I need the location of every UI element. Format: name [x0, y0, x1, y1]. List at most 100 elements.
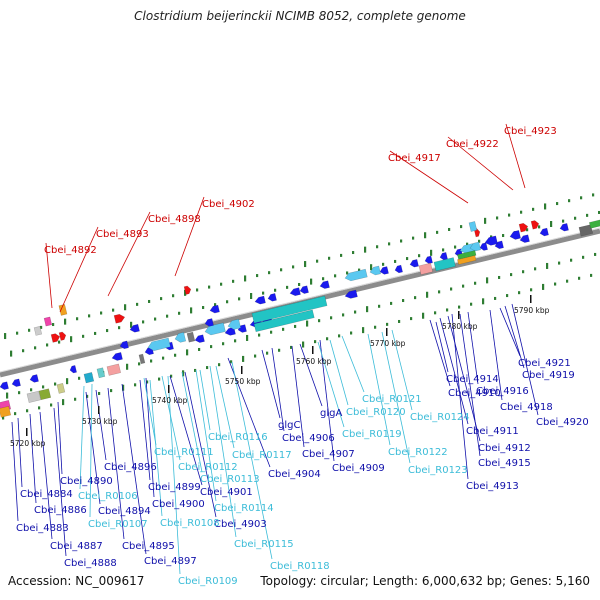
- gene-box: [106, 363, 122, 376]
- tick-mark-outer-bottom: [494, 296, 497, 300]
- kbp-label: 5760 kbp: [296, 357, 332, 366]
- tick-mark-inner-top: [142, 320, 145, 324]
- leader-line: [511, 303, 539, 416]
- genome-info-text: Topology: circular; Length: 6,000,632 bp…: [260, 574, 590, 588]
- gene-arrow-reverse: [204, 318, 214, 327]
- leader-line: [11, 421, 19, 522]
- tick-mark-inner-top: [274, 288, 277, 292]
- rrna-gene-label: Cbei_R0114: [214, 503, 274, 514]
- blue-gene-label: Cbei_4914: [446, 374, 499, 385]
- tick-mark-outer: [376, 245, 379, 249]
- leader-line: [291, 345, 305, 448]
- gene-arrow-forward: [254, 295, 266, 305]
- leader-line: [169, 375, 203, 486]
- tick-mark-inner-top: [418, 254, 421, 258]
- rrna-gene-label: Cbei_R0108: [160, 518, 220, 529]
- tick-mark-outer: [532, 207, 535, 211]
- tick-mark-outer-bottom: [230, 360, 233, 364]
- blue-gene-label: Cbei_4906: [282, 433, 335, 444]
- rrna-gene-label: Cbei_R0122: [388, 447, 448, 458]
- tick-mark-inner-bottom: [462, 284, 465, 288]
- leader-line: [121, 383, 147, 555]
- leader-line: [451, 313, 469, 480]
- tick-mark-outer: [184, 289, 187, 296]
- tick-mark-inner-bottom: [330, 316, 333, 320]
- tick-mark-outer: [280, 268, 283, 272]
- gene-arrow-reverse: [29, 374, 39, 383]
- tick-mark-inner-bottom: [438, 290, 441, 294]
- tick-mark-outer-bottom: [206, 366, 209, 370]
- tick-mark-outer-bottom: [386, 322, 389, 326]
- rrna-gene-label: Cbei_R0111: [154, 447, 214, 458]
- tick-mark-outer-bottom: [446, 308, 449, 312]
- tick-mark-outer-bottom: [578, 276, 581, 280]
- gene-box-orange: [457, 255, 477, 265]
- gene-arrow-forward: [519, 234, 530, 243]
- tick-mark-inner-top: [586, 213, 589, 217]
- blue-gene-label: Cbei_4920: [536, 417, 589, 428]
- blue-gene-label: glgC: [278, 420, 300, 431]
- tick-mark-outer: [364, 246, 367, 253]
- tick-mark-inner-top: [526, 228, 529, 232]
- tick-mark-inner-bottom: [498, 275, 501, 279]
- tick-mark-outer: [28, 328, 31, 332]
- rrna-gene-label: Cbei_R0121: [362, 394, 422, 405]
- blue-gene-label: Cbei_4913: [466, 481, 519, 492]
- blue-gene-label: Cbei_4887: [50, 541, 103, 552]
- tick-mark-outer: [328, 256, 331, 260]
- tick-mark-inner-bottom: [354, 310, 357, 314]
- tick-mark-inner-top: [34, 346, 37, 350]
- tick-mark-inner-top: [286, 285, 289, 289]
- tick-mark-inner-bottom: [198, 347, 201, 351]
- genome-backbone-highlight: [0, 227, 600, 373]
- gene-arrow-rrna: [147, 337, 171, 351]
- tick-mark-outer: [484, 217, 487, 224]
- tick-mark-outer-bottom: [458, 305, 461, 309]
- tick-mark-inner-top: [394, 259, 397, 263]
- tick-mark-inner-bottom: [294, 324, 297, 328]
- tick-mark-inner-bottom: [474, 281, 477, 285]
- tick-mark-inner-bottom: [78, 376, 81, 380]
- blue-gene-label: Cbei_4918: [500, 402, 553, 413]
- leader-line: [39, 411, 53, 540]
- leader-line: [504, 305, 525, 369]
- tick-mark-outer-bottom: [590, 273, 593, 277]
- tick-mark-inner-top: [226, 300, 229, 304]
- gene-box: [56, 383, 66, 394]
- blue-gene-label: Cbei_4896: [104, 462, 157, 473]
- blue-gene-label: Cbei_4921: [518, 358, 571, 369]
- leader-line: [195, 369, 217, 502]
- tick-mark-inner-top: [94, 331, 97, 335]
- tick-mark-outer-bottom: [398, 319, 401, 323]
- leader-line: [367, 333, 391, 446]
- blue-gene-label: Cbei_4884: [20, 489, 73, 500]
- gene-box-teal: [433, 257, 456, 272]
- tick-mark-inner-bottom: [510, 273, 513, 277]
- tick-mark-outer: [544, 203, 547, 210]
- tick-mark-outer: [4, 333, 7, 340]
- tick-mark-inner-bottom: [54, 382, 57, 386]
- leader-line: [95, 389, 107, 461]
- gene-arrow-reverse: [11, 378, 21, 387]
- leader-line: [231, 361, 273, 560]
- blue-gene-label: Cbei_4911: [466, 426, 519, 437]
- tick-mark-outer-bottom: [566, 279, 569, 283]
- gene-arrow-reverse: [0, 381, 9, 390]
- leader-line: [209, 365, 237, 538]
- gene-arrow-rrna: [369, 265, 381, 276]
- tick-mark-outer: [496, 216, 499, 220]
- blue-gene-label: Cbei_4895: [122, 541, 175, 552]
- tick-mark-outer-bottom: [302, 341, 305, 348]
- gene-box-rrna: [468, 221, 478, 232]
- rrna-gene-label: Cbei_R0109: [178, 576, 238, 587]
- leader-line: [271, 347, 285, 432]
- blue-gene-label: Cbei_4909: [332, 463, 385, 474]
- tick-mark-inner-bottom: [66, 378, 69, 385]
- blue-gene-label: Cbei_4897: [144, 556, 197, 567]
- tick-mark-inner-bottom: [282, 327, 285, 331]
- tick-mark-inner-bottom: [222, 342, 225, 346]
- tick-mark-outer-bottom: [50, 403, 53, 407]
- tick-mark-inner-top: [538, 225, 541, 229]
- tick-mark-outer: [436, 230, 439, 234]
